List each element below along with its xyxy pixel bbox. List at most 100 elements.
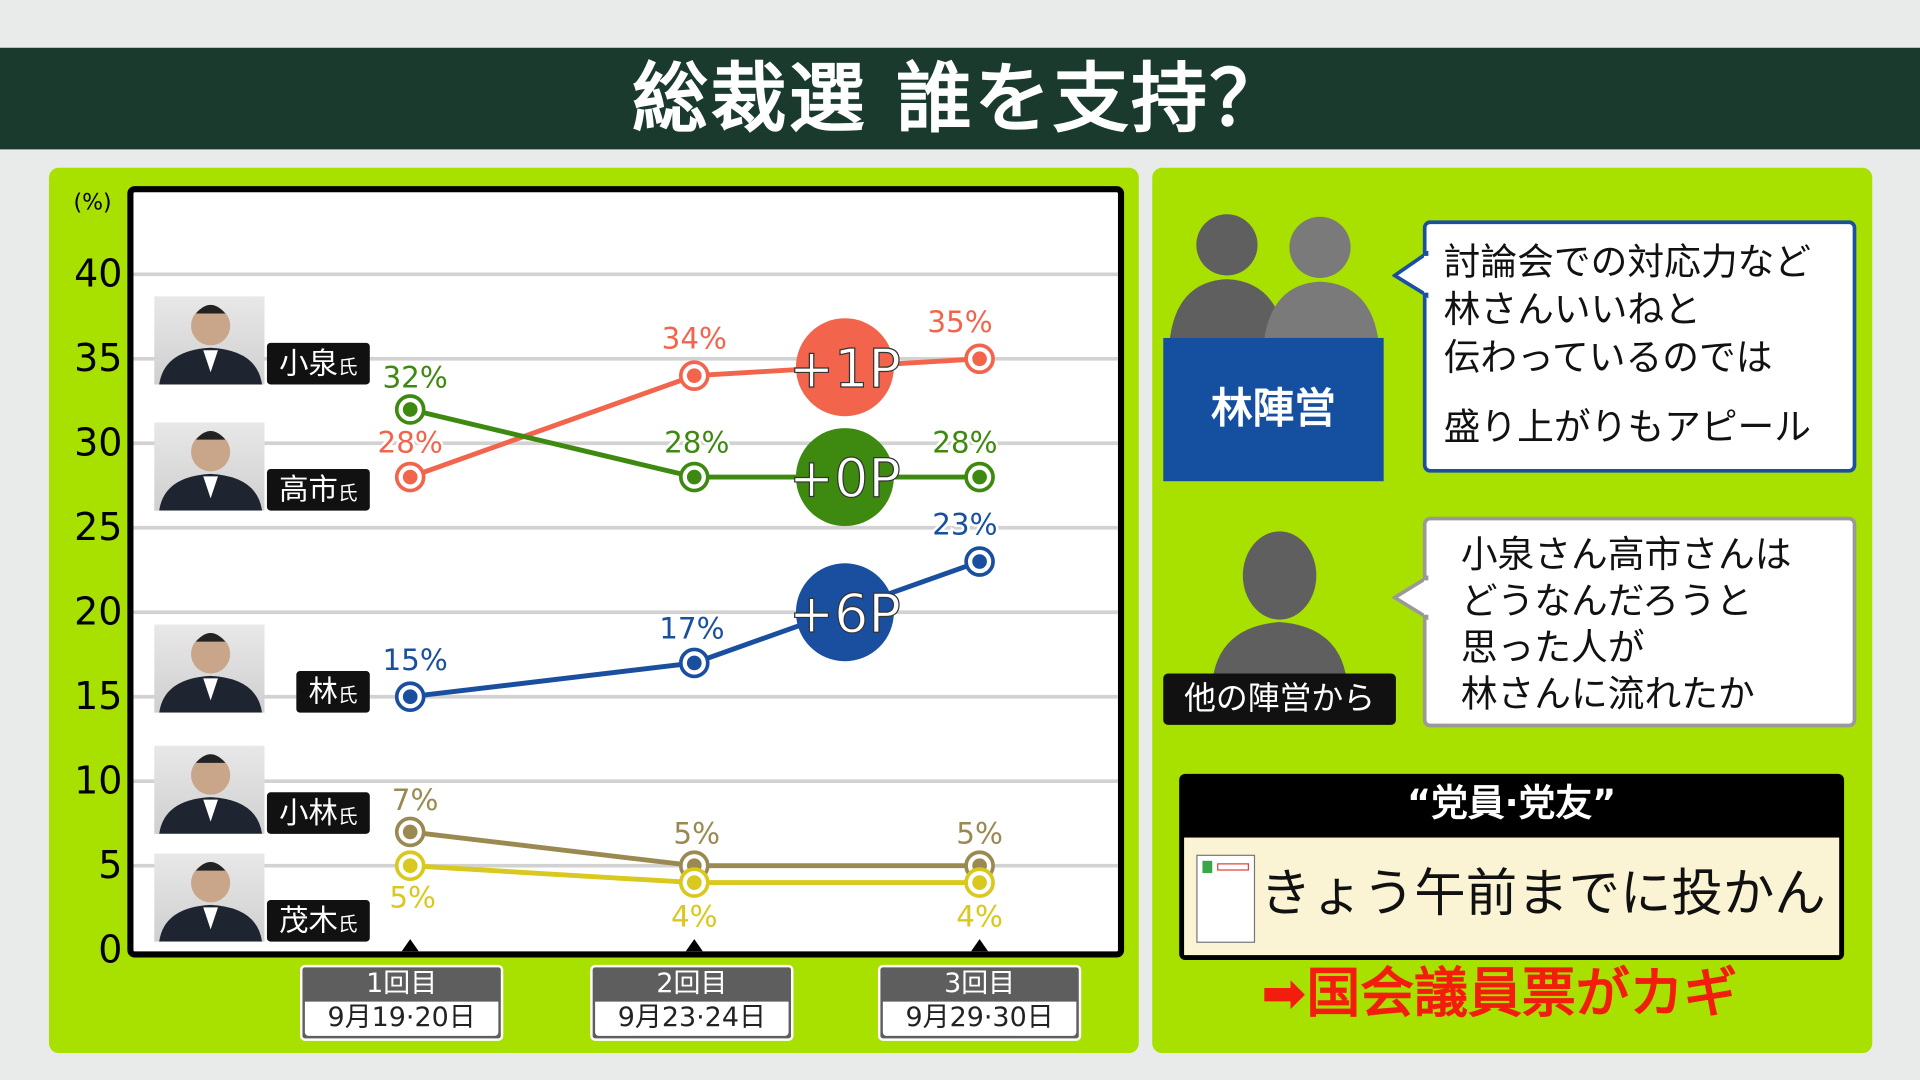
ballot-envelope-icon (1196, 854, 1256, 943)
data-point-core (686, 368, 702, 384)
data-label: 5% (956, 817, 1003, 851)
person-silhouette-icon (1212, 531, 1347, 683)
quote-line: どうなんだろうと (1460, 580, 1753, 624)
quote-line: 盛り上がりもアピール (1443, 406, 1812, 450)
candidate-name: 小泉氏 (266, 342, 370, 385)
candidate-surname: 茂木 (279, 903, 338, 938)
data-point-core (972, 875, 987, 890)
quote-line: 小泉さん高市さんは (1460, 533, 1792, 577)
candidate-name: 茂木氏 (266, 900, 370, 942)
candidate-portrait (154, 853, 265, 942)
x-category-label: 2回目 9月23·24日 (590, 964, 794, 1041)
y-tick-label: 30 (74, 421, 123, 466)
page-title: 総裁選 誰を支持？ (0, 47, 1920, 150)
y-tick-label: 0 (98, 928, 123, 973)
data-point-core (972, 469, 987, 485)
candidate-name: 林氏 (296, 671, 370, 713)
data-label: 32% (382, 360, 447, 394)
candidate-portrait (154, 745, 265, 834)
change-badge (795, 428, 894, 527)
date-label: 9月29·30日 (882, 1001, 1077, 1036)
members-text: きょう午前までに投かん (1260, 863, 1826, 924)
change-label: +6P (789, 582, 901, 645)
candidate-surname: 高市 (279, 472, 338, 507)
data-point-core (402, 402, 418, 417)
round-label: 1回目 (366, 968, 438, 1000)
honorific: 氏 (337, 355, 358, 379)
data-point-core (972, 554, 987, 569)
change-label: +0P (789, 447, 901, 510)
data-label: 4% (956, 900, 1003, 934)
candidate-name: 高市氏 (266, 468, 370, 511)
camp-label-others: 他の陣営から (1163, 673, 1396, 725)
quote-bubble-hayashi: 討論会での対応力など 林さんいいねと 伝わっているのでは 盛り上がりもアピール (1422, 220, 1857, 473)
y-tick-label: 20 (74, 590, 123, 635)
data-label: 35% (927, 305, 992, 339)
data-label: 23% (932, 508, 997, 542)
quote-line: 伝わっているのでは (1443, 336, 1773, 380)
bubble-tail (1392, 575, 1429, 621)
candidate-tag: 茂木氏 (154, 853, 370, 944)
x-category-label: 1回目 9月19·20日 (300, 964, 504, 1041)
candidate-portrait (154, 296, 265, 385)
camp-silhouette-icon (1169, 214, 1379, 343)
quote-line: 林さんに流れたか (1460, 673, 1755, 717)
data-point-core (686, 469, 702, 485)
candidate-surname: 小林 (279, 795, 338, 831)
conclusion: ➡国会議員票がカギ (1261, 960, 1737, 1029)
candidate-tag: 小泉氏 (154, 296, 370, 387)
data-point-core (402, 469, 418, 485)
candidate-portrait (154, 624, 265, 713)
round-label: 3回目 (944, 968, 1016, 1000)
candidate-tag: 小林氏 (154, 745, 370, 837)
data-point-core (402, 858, 418, 874)
honorific: 氏 (337, 804, 358, 828)
data-point-core (402, 689, 418, 705)
y-tick-label: 10 (74, 759, 123, 804)
data-point-core (972, 351, 987, 367)
arrow-right-icon: ➡ (1261, 962, 1307, 1025)
change-badge (795, 563, 894, 662)
date-label: 9月19·20日 (304, 1001, 499, 1036)
honorific: 氏 (337, 912, 358, 936)
y-tick-label: 15 (74, 674, 123, 719)
y-tick-label: 25 (74, 505, 123, 550)
data-label: 15% (382, 643, 447, 677)
data-label: 7% (392, 783, 439, 817)
candidate-surname: 林 (308, 674, 338, 709)
data-label: 34% (662, 322, 727, 356)
y-tick-label: 5 (98, 843, 123, 888)
candidate-name: 小林氏 (266, 792, 370, 834)
candidate-tag: 林氏 (154, 624, 370, 715)
line-chart: 28% 34% 35% +1P 32% 28% 28% +0P 15% 17% 23% +6P 7% 5%… (133, 272, 1118, 952)
y-tick-label: 40 (74, 252, 123, 297)
quote-line: 思った人が (1460, 626, 1645, 670)
y-axis-unit: (%) (73, 189, 112, 216)
change-badge (795, 318, 894, 417)
honorific: 氏 (337, 481, 358, 505)
honorific: 氏 (337, 683, 358, 707)
quote-bubble-others: 小泉さん高市さんは どうなんだろうと 思った人が 林さんに流れたか (1422, 516, 1857, 728)
data-label: 5% (389, 880, 436, 914)
candidate-tag: 高市氏 (154, 422, 370, 513)
data-label: 4% (671, 900, 718, 934)
quote-line: 討論会での対応力など (1443, 241, 1812, 285)
x-tick-mark (971, 939, 989, 952)
candidate-portrait (154, 422, 265, 511)
y-tick-label: 35 (74, 336, 123, 381)
candidate-surname: 小泉 (279, 346, 338, 381)
camp-label-hayashi: 林陣営 (1163, 337, 1384, 482)
x-category-label: 3回目 9月29·30日 (877, 964, 1082, 1041)
data-point-core (402, 824, 418, 840)
bubble-tail (1392, 251, 1429, 299)
data-label: 28% (932, 426, 997, 460)
x-tick-mark (401, 939, 419, 952)
data-point-core (686, 655, 702, 671)
data-point-core (686, 875, 702, 890)
date-label: 9月23·24日 (595, 1001, 789, 1036)
members-vote-box: “党員·党友” きょう午前までに投かん (1179, 773, 1845, 961)
round-label: 2回目 (656, 968, 728, 1000)
conclusion-text: 国会議員票がカギ (1306, 962, 1738, 1025)
data-label: 17% (659, 611, 724, 645)
